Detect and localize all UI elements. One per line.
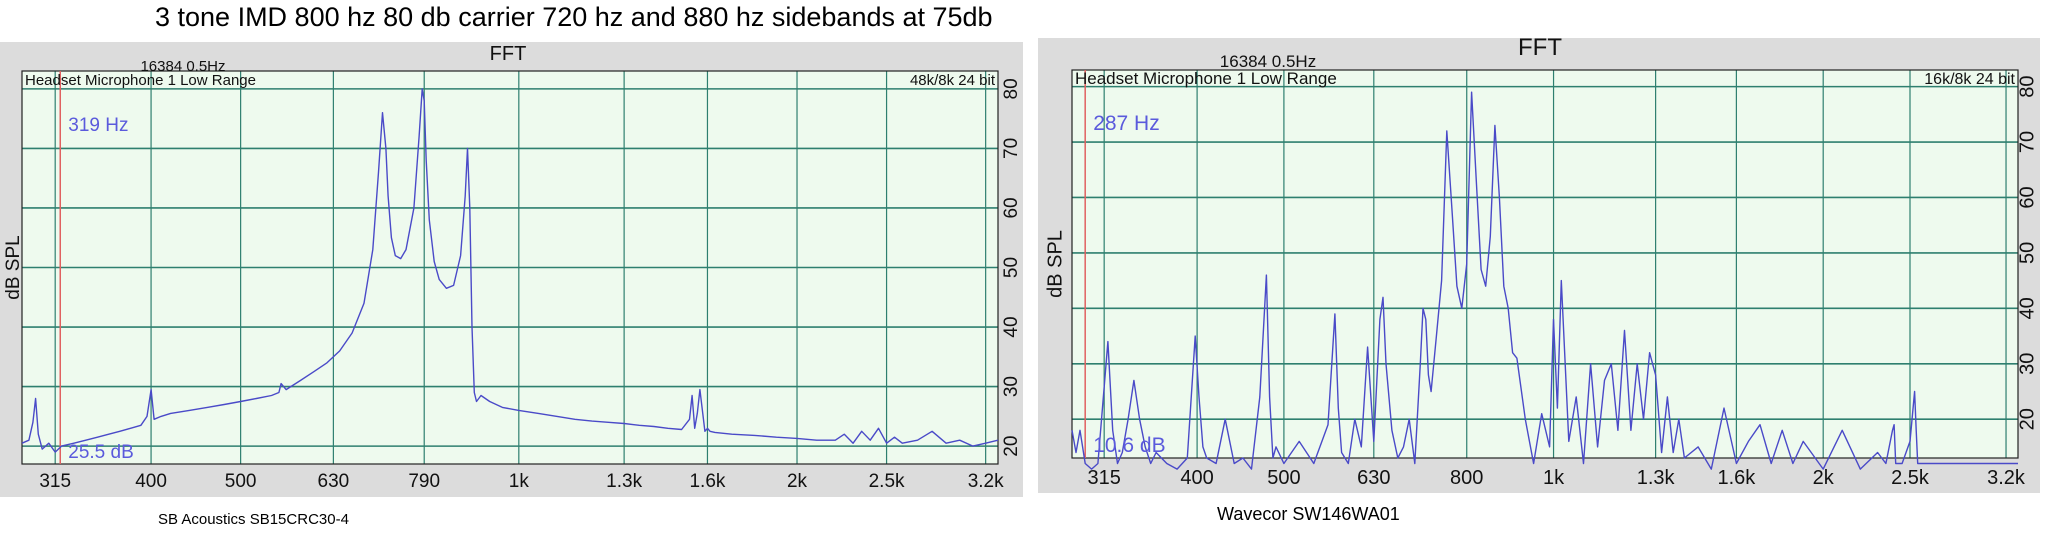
fft-chart-right: 315 400 500 630 800 1k 1.3k 1.6k 2k 2.5k 3.2k 20 30 4… (1044, 38, 2038, 489)
caption-right: Wavecor SW146WA01 (1217, 504, 1400, 524)
page-title: 3 tone IMD 800 hz 80 db carrier 720 hz a… (155, 2, 993, 32)
y-tick-label: 60 (2016, 186, 2038, 208)
x-tick-label: 630 (318, 471, 350, 492)
y-tick-label: 40 (1001, 316, 1022, 337)
x-tick-label: 3.2k (968, 471, 1004, 492)
y-tick-label: 80 (2016, 76, 2038, 98)
y-tick-label: 30 (1001, 376, 1022, 397)
x-tick-label: 2.5k (869, 471, 905, 492)
y-tick-label: 70 (2016, 131, 2038, 153)
rate-label: 48k/8k 24 bit (910, 72, 996, 89)
cursor-level-readout: 25.5 dB (68, 442, 134, 463)
fft-panel-right: 315 400 500 630 800 1k 1.3k 1.6k 2k 2.5k 3.2k 20 30 4… (1038, 38, 2040, 493)
y-axis-label: dB SPL (1044, 230, 1066, 298)
x-tick-label: 630 (1357, 467, 1390, 489)
fft-panel-left: 315 400 500 630 790 1k 1.3k 1.6k 2k 2.5k 3.2k 20 30 4… (0, 42, 1023, 497)
spectrum-trace (1071, 91, 2018, 470)
x-tick-label: 3.2k (1987, 467, 2026, 489)
y-axis-label: dB SPL (3, 235, 24, 299)
chart-title: FFT (490, 43, 527, 65)
y-tick-label: 70 (1001, 138, 1022, 159)
x-tick-label: 400 (135, 471, 167, 492)
fft-chart-left: 315 400 500 630 790 1k 1.3k 1.6k 2k 2.5k 3.2k 20 30 4… (3, 43, 1022, 492)
x-tick-label: 400 (1180, 467, 1213, 489)
spectrum-trace (21, 88, 999, 453)
x-tick-label: 1.6k (689, 471, 725, 492)
x-tick-label: 2k (787, 471, 808, 492)
x-tick-label: 2.5k (1891, 467, 1930, 489)
x-tick-label: 1k (1543, 467, 1565, 489)
y-tick-label: 30 (2016, 353, 2038, 375)
mic-label: Headset Microphone 1 Low Range (1075, 69, 1337, 88)
y-tick-label: 20 (1001, 436, 1022, 457)
plot-area (1072, 70, 2018, 458)
fft-info: 16384 0.5Hz (1220, 52, 1316, 71)
cursor-level-readout: 10.6 dB (1093, 434, 1165, 457)
x-tick-label: 315 (39, 471, 71, 492)
chart-title: FFT (1518, 38, 1562, 61)
x-tick-label: 800 (1450, 467, 1483, 489)
y-tick-label: 50 (2016, 242, 2038, 264)
plot-border (21, 70, 999, 465)
y-tick-label: 80 (1001, 78, 1022, 99)
cursor-freq-readout: 319 Hz (68, 115, 128, 136)
y-tick-label: 60 (1001, 197, 1022, 218)
x-tick-label: 500 (1267, 467, 1300, 489)
x-tick-label: 1.3k (606, 471, 642, 492)
x-tick-label: 790 (408, 471, 440, 492)
cursor-freq-readout: 287 Hz (1093, 112, 1160, 135)
x-tick-label: 315 (1087, 467, 1120, 489)
x-tick-label: 1k (509, 471, 530, 492)
x-tick-label: 500 (225, 471, 257, 492)
x-tick-label: 1.3k (1637, 467, 1676, 489)
fft-info: 16384 0.5Hz (140, 58, 225, 75)
y-tick-label: 20 (2016, 408, 2038, 430)
rate-label: 16k/8k 24 bit (1924, 71, 2015, 88)
plot-border (1071, 69, 2019, 459)
caption-left: SB Acoustics SB15CRC30-4 (158, 511, 349, 528)
x-tick-label: 2k (1813, 467, 1835, 489)
mic-label: Headset Microphone 1 Low Range (25, 72, 256, 89)
y-tick-label: 50 (1001, 257, 1022, 278)
y-tick-label: 40 (2016, 297, 2038, 319)
x-tick-label: 1.6k (1717, 467, 1756, 489)
